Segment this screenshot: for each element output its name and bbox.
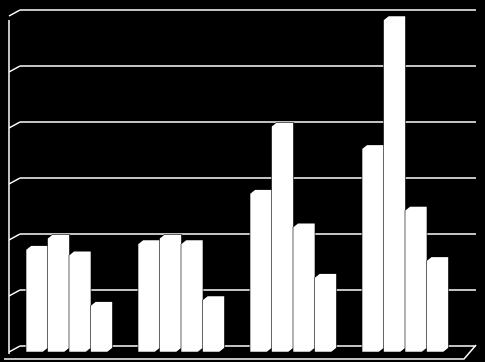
bar bbox=[25, 245, 49, 353]
grid-line bbox=[8, 121, 21, 129]
bar bbox=[426, 256, 449, 353]
bar bbox=[137, 239, 161, 353]
grid-line bbox=[8, 289, 21, 297]
grid-line bbox=[8, 65, 21, 73]
bar bbox=[90, 301, 113, 353]
bar bbox=[292, 222, 316, 353]
bar bbox=[47, 234, 70, 353]
bar bbox=[68, 250, 92, 353]
bar bbox=[159, 234, 182, 353]
bar bbox=[202, 295, 225, 353]
bar bbox=[249, 189, 273, 353]
floor-edge bbox=[4, 344, 477, 360]
bar bbox=[383, 15, 406, 353]
grid-line bbox=[8, 9, 21, 17]
bar bbox=[404, 206, 428, 353]
bar bbox=[314, 273, 337, 353]
grid-line bbox=[8, 233, 21, 241]
grid-line bbox=[8, 177, 21, 185]
bar bbox=[180, 239, 204, 353]
grid-line bbox=[8, 345, 21, 353]
bar bbox=[271, 122, 294, 353]
bar bbox=[361, 144, 385, 353]
